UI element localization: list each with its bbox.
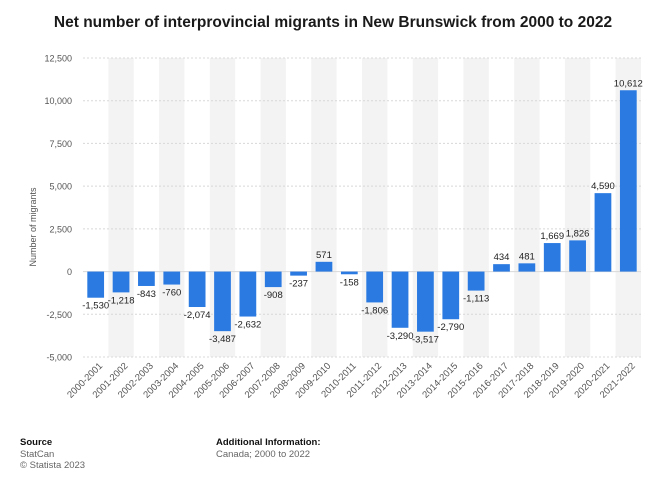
y-tick-label: 10,000	[44, 96, 72, 106]
y-tick-label: 12,500	[44, 54, 72, 64]
bar	[87, 271, 105, 298]
chart-title: Net number of interprovincial migrants i…	[53, 14, 613, 31]
bar	[619, 90, 637, 272]
y-tick-label: 0	[67, 267, 72, 277]
bar	[340, 271, 358, 275]
data-label: 1,826	[566, 228, 590, 239]
bar	[569, 240, 586, 272]
data-label: 1,669	[540, 231, 564, 242]
bar	[493, 264, 510, 272]
bar	[112, 271, 130, 293]
bar	[239, 271, 257, 317]
bar	[391, 271, 409, 328]
category-band	[463, 58, 489, 357]
category-band	[108, 58, 134, 357]
additional-info-heading: Additional Information:	[216, 437, 321, 448]
bar	[518, 263, 536, 272]
source-block: Source StatCan © Statista 2023	[20, 437, 85, 472]
bar	[366, 271, 384, 303]
bar	[417, 271, 434, 332]
bars	[87, 90, 637, 332]
data-label: -3,517	[412, 335, 439, 346]
bar	[264, 271, 282, 288]
bar	[467, 271, 485, 291]
data-label: 434	[494, 252, 510, 263]
data-labels: -1,530-1,218-843 -760-2,074 -3,487 -2,632 -9…	[82, 78, 643, 345]
y-tick-label: -2,500	[46, 310, 72, 320]
data-label: -2,632	[234, 320, 261, 331]
data-label: -908	[264, 290, 283, 301]
data-label: -1,113	[463, 294, 489, 305]
data-label: -760	[162, 288, 181, 299]
y-axis-ticks: -5,000 -2,500 0 2,500 5,000 7,500 10,000 12,500	[44, 54, 72, 363]
data-label: 4,590	[591, 181, 615, 192]
data-label: 571	[316, 250, 332, 261]
data-label: -158	[340, 277, 359, 288]
y-tick-label: -5,000	[46, 353, 72, 363]
category-band	[564, 58, 591, 357]
data-label: -3,487	[209, 334, 236, 345]
bar	[214, 271, 231, 332]
bar	[442, 271, 460, 320]
data-label: -1,806	[361, 305, 388, 316]
additional-info-text: Canada; 2000 to 2022	[216, 448, 311, 460]
data-label: -2,790	[437, 322, 464, 333]
y-axis-label: Number of migrants	[28, 187, 38, 267]
data-label: 481	[519, 251, 535, 262]
data-label: -2,074	[184, 310, 211, 321]
category-bands	[108, 58, 641, 357]
bar	[138, 271, 155, 286]
data-label: -843	[137, 289, 156, 300]
category-band	[311, 58, 337, 357]
category-band	[514, 58, 540, 357]
bar	[290, 271, 307, 276]
x-axis-labels: 2000-20012001-20022002-20032003-20042004…	[65, 361, 638, 401]
additional-info-block: Additional Information: Canada; 2000 to …	[216, 437, 321, 460]
data-label: 10,612	[614, 78, 643, 89]
data-label: -1,218	[108, 295, 135, 306]
copyright-line: © Statista 2023	[20, 460, 86, 471]
data-label: -237	[289, 279, 308, 290]
category-band	[260, 58, 286, 357]
gridlines	[83, 57, 641, 358]
category-band	[362, 58, 388, 357]
bar	[188, 271, 206, 308]
bar	[594, 193, 612, 272]
category-band	[159, 58, 185, 357]
y-tick-label: 2,500	[49, 224, 72, 234]
source-heading: Source	[20, 437, 53, 448]
data-label: -1,530	[82, 301, 109, 312]
bar	[315, 261, 333, 272]
bar	[543, 243, 561, 272]
y-tick-label: 7,500	[49, 139, 72, 149]
bar	[163, 271, 181, 285]
source-line: StatCan	[20, 448, 55, 460]
data-label: -3,290	[387, 331, 414, 342]
y-tick-label: 5,000	[49, 182, 72, 192]
bar-chart: -5,000 -2,500 0 2,500 5,000 7,500 10,000 12,500…	[28, 54, 643, 401]
